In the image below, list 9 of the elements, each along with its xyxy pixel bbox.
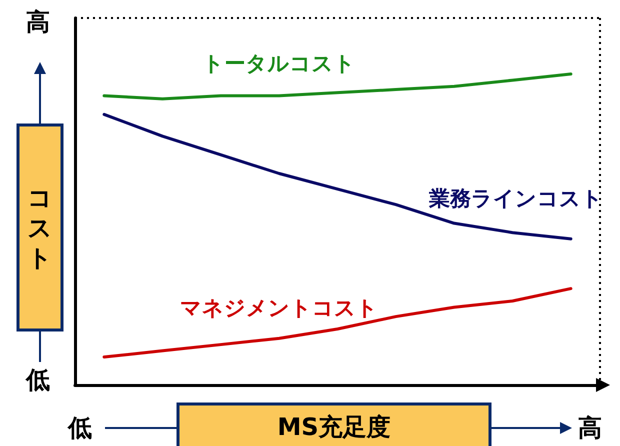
x-axis-title: MS充足度 (277, 413, 391, 441)
y-axis-title: コスト (28, 184, 52, 272)
series-label: トータルコスト (202, 51, 356, 76)
text: 高 (26, 8, 50, 36)
text: 低 (67, 414, 92, 442)
text: 低 (25, 366, 50, 394)
series-label: マネジメントコスト (180, 296, 378, 320)
series-label: 業務ラインコスト (428, 186, 603, 210)
text: 高 (578, 414, 602, 442)
